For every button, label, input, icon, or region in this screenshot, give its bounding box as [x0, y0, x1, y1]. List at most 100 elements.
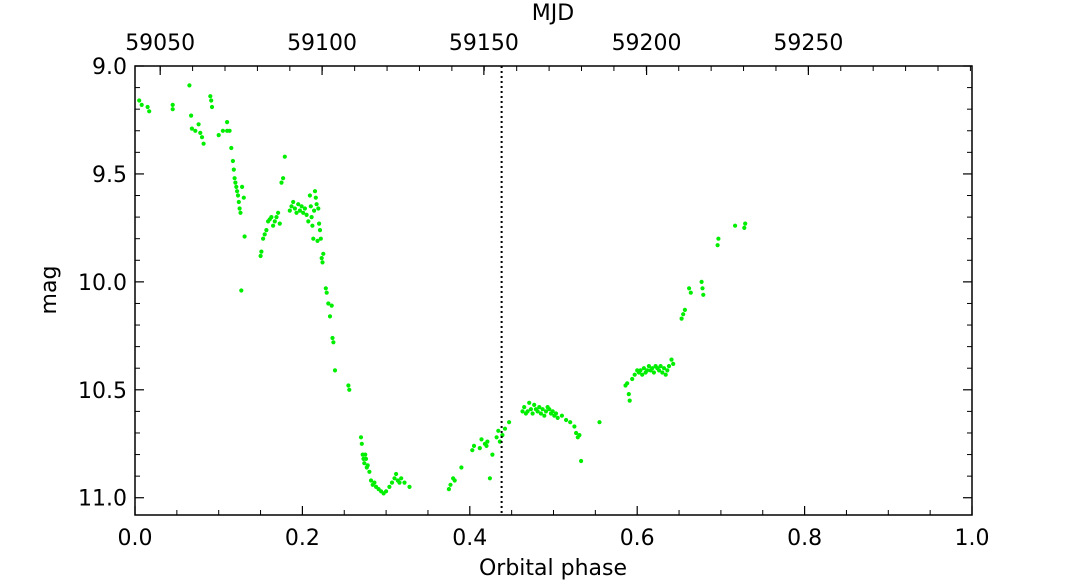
- y-tick-label: 10.0: [78, 271, 127, 296]
- data-point: [227, 128, 232, 133]
- data-point: [663, 372, 668, 377]
- data-point: [661, 366, 667, 371]
- data-point: [306, 219, 311, 224]
- data-point: [292, 206, 297, 211]
- data-point: [327, 314, 333, 319]
- data-point: [240, 184, 245, 189]
- data-point: [216, 133, 221, 138]
- tick-labels: 0.0 0.2 0.4 0.6 0.8 1.0 9.0 9.5 10.0 10.5 11.0 5905…: [78, 31, 989, 551]
- data-point: [287, 208, 292, 213]
- data-point: [715, 243, 720, 248]
- data-point: [553, 411, 559, 416]
- data-point: [359, 441, 364, 446]
- data-point: [632, 372, 637, 377]
- data-point: [310, 223, 315, 228]
- data-point: [289, 204, 294, 209]
- data-point: [651, 370, 657, 375]
- data-point: [269, 215, 274, 220]
- x-tick-label: 0.2: [285, 526, 320, 551]
- data-point: [234, 184, 239, 189]
- data-point: [312, 189, 318, 194]
- data-point: [312, 208, 317, 213]
- data-point: [496, 428, 501, 433]
- data-point: [311, 236, 316, 241]
- data-point: [199, 135, 205, 140]
- data-point: [294, 210, 299, 215]
- data-point: [196, 122, 201, 127]
- data-points: [137, 83, 748, 496]
- data-point: [579, 458, 584, 464]
- x-tick-label: 0.8: [787, 526, 822, 551]
- data-point: [479, 437, 484, 442]
- data-point: [362, 461, 367, 466]
- data-point: [630, 376, 635, 382]
- data-point: [507, 420, 512, 425]
- data-point: [279, 180, 284, 185]
- data-point: [242, 234, 247, 239]
- data-point: [641, 366, 647, 371]
- data-point: [494, 435, 499, 440]
- data-point: [537, 405, 542, 410]
- data-point: [626, 392, 631, 397]
- data-point: [646, 364, 652, 369]
- data-point: [407, 484, 412, 489]
- data-point: [346, 383, 351, 388]
- data-point: [671, 361, 676, 366]
- data-point: [318, 236, 323, 241]
- data-point: [502, 426, 508, 431]
- data-point: [681, 312, 686, 317]
- data-point: [314, 202, 319, 207]
- data-point: [716, 236, 721, 241]
- data-point: [264, 228, 269, 233]
- data-point: [530, 411, 535, 416]
- data-point: [446, 487, 451, 492]
- data-point: [484, 443, 489, 448]
- data-point: [237, 206, 242, 211]
- data-point: [281, 176, 286, 181]
- data-point: [274, 215, 279, 220]
- data-point: [527, 400, 532, 405]
- data-point: [640, 372, 645, 377]
- data-point: [733, 223, 738, 228]
- data-point: [384, 489, 389, 494]
- data-point: [658, 364, 663, 369]
- data-point: [448, 482, 453, 487]
- data-point: [324, 290, 329, 295]
- data-point: [296, 202, 301, 207]
- x-tick-label: 1.0: [955, 526, 990, 551]
- data-point: [520, 409, 525, 414]
- data-point: [277, 221, 282, 226]
- axis-ticks: [134, 65, 973, 515]
- data-point: [550, 409, 555, 414]
- data-point: [137, 98, 142, 103]
- data-point: [239, 288, 244, 293]
- data-point: [262, 232, 267, 237]
- data-point: [201, 141, 206, 146]
- data-point: [399, 476, 404, 481]
- data-point: [271, 223, 276, 228]
- data-point: [532, 402, 537, 407]
- x-tick-label: 0.6: [620, 526, 655, 551]
- data-point: [259, 249, 264, 254]
- data-point: [459, 465, 464, 470]
- data-point: [320, 260, 325, 265]
- data-point: [365, 463, 370, 468]
- data-point: [487, 476, 492, 481]
- data-point: [198, 130, 203, 135]
- data-point: [394, 471, 399, 477]
- data-point: [568, 420, 573, 425]
- data-point: [299, 204, 304, 209]
- top-tick-label: 59150: [449, 31, 519, 56]
- data-point: [170, 102, 175, 107]
- data-point: [238, 210, 243, 215]
- data-point: [315, 238, 320, 243]
- data-point: [387, 484, 392, 489]
- data-point: [574, 430, 579, 436]
- data-point: [316, 206, 321, 211]
- data-point: [297, 208, 302, 213]
- data-point: [363, 456, 369, 461]
- data-point: [317, 221, 322, 226]
- data-point: [645, 368, 650, 373]
- data-point: [540, 407, 545, 412]
- data-point: [230, 158, 235, 164]
